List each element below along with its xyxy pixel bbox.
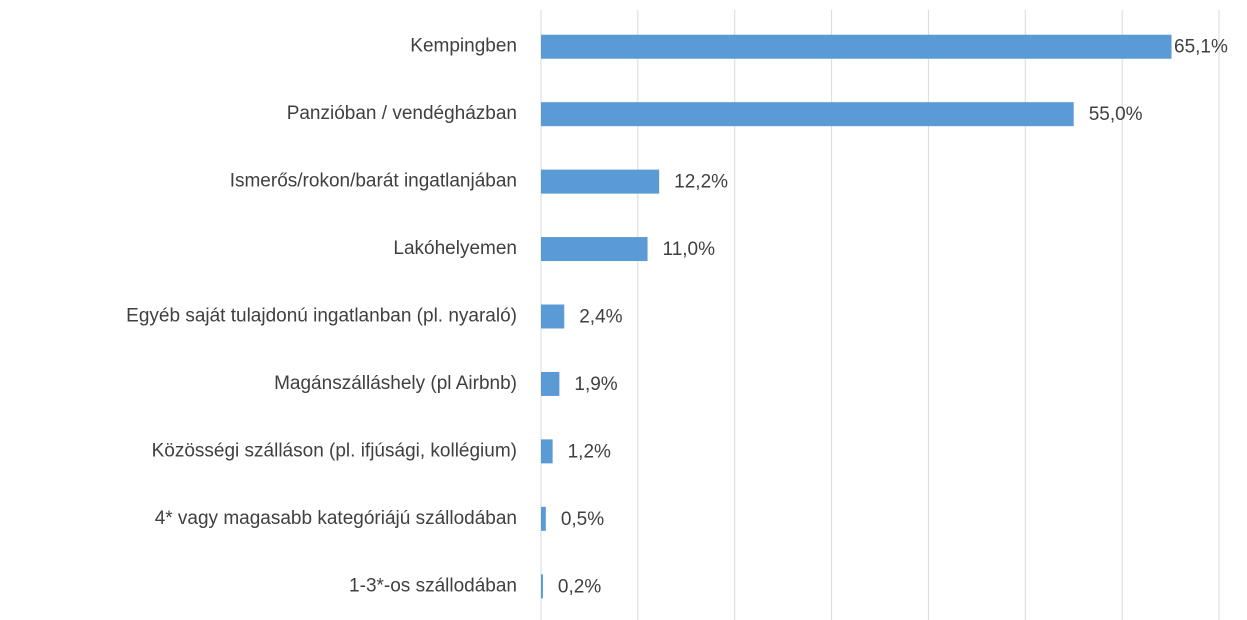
y-tick-label: Lakóhelyemen bbox=[393, 238, 517, 259]
bar bbox=[541, 237, 648, 262]
data-label: 1,9% bbox=[574, 374, 617, 395]
bar bbox=[541, 34, 1172, 59]
data-label: 0,2% bbox=[558, 576, 601, 597]
y-tick-label: Közösségi szálláson (pl. ifjúsági, kollé… bbox=[152, 440, 517, 461]
bar bbox=[541, 371, 560, 396]
bar bbox=[541, 439, 553, 464]
bar bbox=[541, 169, 660, 194]
data-label: 12,2% bbox=[674, 172, 728, 193]
data-label: 1,2% bbox=[568, 441, 611, 462]
data-label: 55,0% bbox=[1089, 104, 1143, 125]
data-label: 0,5% bbox=[561, 509, 604, 530]
data-label: 11,0% bbox=[663, 239, 716, 260]
bar bbox=[541, 506, 546, 531]
y-tick-label: Kempingben bbox=[410, 36, 517, 57]
y-tick-label: 4* vagy magasabb kategóriájú szállodában bbox=[155, 508, 517, 529]
y-tick-label: Ismerős/rokon/barát ingatlanjában bbox=[230, 171, 517, 192]
y-tick-label: Panzióban / vendégházban bbox=[287, 103, 517, 124]
bar bbox=[541, 574, 543, 599]
data-label: 65,1% bbox=[1174, 37, 1228, 58]
bar bbox=[541, 102, 1074, 127]
y-tick-label: Magánszálláshely (pl Airbnb) bbox=[274, 373, 517, 394]
bar bbox=[541, 304, 565, 329]
y-tick-label: Egyéb saját tulajdonú ingatlanban (pl. n… bbox=[126, 306, 517, 327]
data-label: 2,4% bbox=[579, 307, 622, 328]
y-tick-label: 1-3*-os szállodában bbox=[349, 575, 517, 596]
